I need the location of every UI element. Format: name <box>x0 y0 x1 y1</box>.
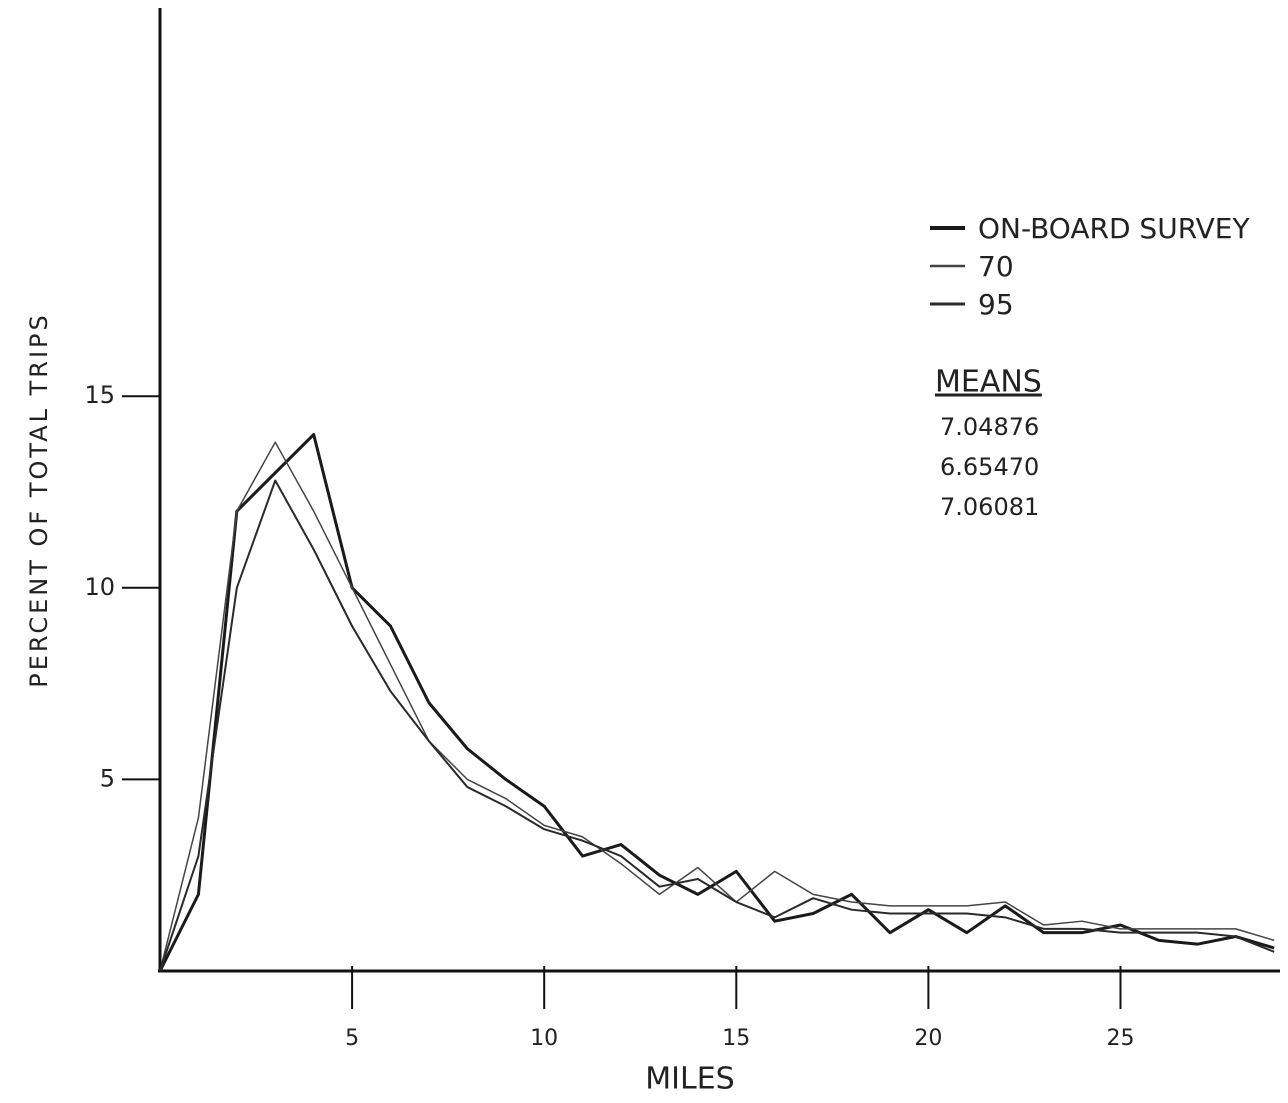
mean-value: 7.06081 <box>940 493 1039 521</box>
legend-label: 70 <box>978 250 1014 283</box>
x-tick-label: 10 <box>530 1026 558 1051</box>
mean-value: 6.65470 <box>940 453 1039 481</box>
series-line <box>159 479 1275 972</box>
means-title: MEANS <box>935 365 1042 400</box>
y-tick-label: 10 <box>84 573 115 601</box>
x-tick-label: 25 <box>1106 1026 1134 1051</box>
legend-label: ON-BOARD SURVEY <box>978 212 1250 245</box>
y-tick-label: 15 <box>84 381 115 409</box>
legend-label: 95 <box>978 288 1014 321</box>
x-tick-label: 15 <box>722 1026 750 1051</box>
series-line <box>159 441 1275 972</box>
y-axis-label: PERCENT OF TOTAL TRIPS <box>25 312 53 688</box>
series-line <box>158 433 1275 972</box>
x-tick-label: 5 <box>345 1026 359 1051</box>
mean-value: 7.04876 <box>940 413 1039 441</box>
x-axis-label: MILES <box>645 1062 734 1097</box>
x-tick-label: 20 <box>914 1026 942 1051</box>
y-tick-label: 5 <box>100 764 115 792</box>
